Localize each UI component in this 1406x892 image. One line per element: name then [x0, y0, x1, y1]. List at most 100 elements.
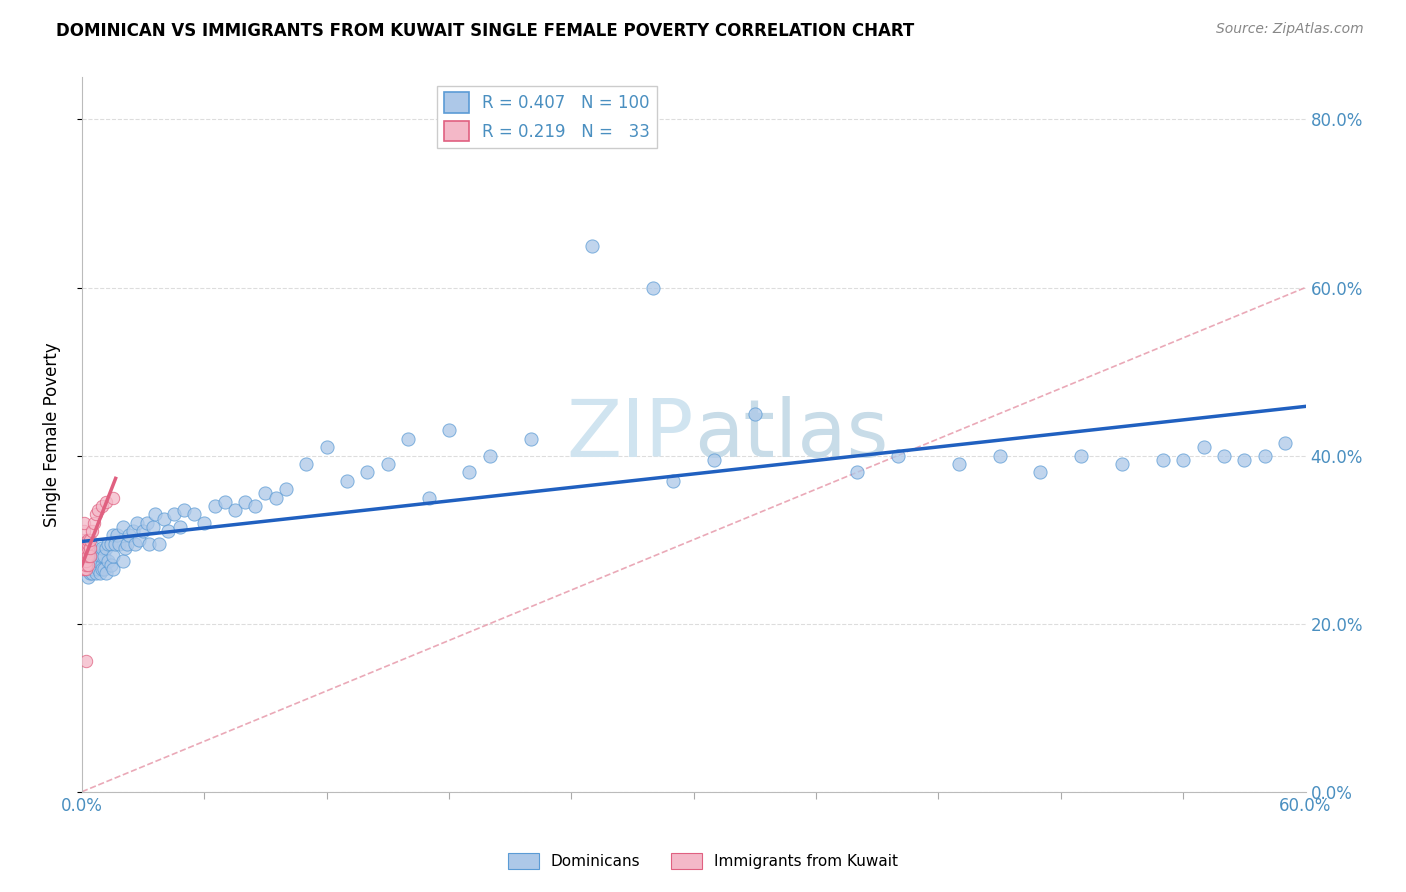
Point [84, 549, 107, 564]
Point [101, 562, 124, 576]
Point [82, 566, 104, 581]
Point [93, 562, 115, 576]
Point [183, 508, 205, 522]
Point [107, 537, 129, 551]
Point [79, 533, 101, 547]
Legend: Dominicans, Immigrants from Kuwait: Dominicans, Immigrants from Kuwait [502, 847, 904, 875]
Point [79, 549, 101, 564]
Point [73, 562, 96, 576]
Point [75, 545, 97, 559]
Point [418, 491, 440, 505]
Point [97, 553, 120, 567]
Point [437, 423, 460, 437]
Point [73, 553, 96, 567]
Point [886, 449, 908, 463]
Point [1192, 440, 1215, 454]
Y-axis label: Single Female Poverty: Single Female Poverty [44, 343, 60, 527]
Point [75, 558, 97, 572]
Point [125, 516, 148, 530]
Point [315, 440, 337, 454]
Point [145, 508, 167, 522]
Point [83, 558, 105, 572]
Point [124, 537, 146, 551]
Point [79, 566, 101, 581]
Point [1233, 452, 1256, 467]
Point [1029, 466, 1052, 480]
Point [75, 549, 97, 564]
Point [87, 503, 110, 517]
Point [84, 558, 107, 572]
Point [75, 541, 97, 555]
Point [703, 452, 725, 467]
Point [101, 528, 124, 542]
Point [169, 520, 191, 534]
Point [336, 474, 359, 488]
Point [75, 655, 97, 669]
Point [96, 566, 118, 581]
Point [1213, 449, 1236, 463]
Point [75, 562, 97, 576]
Point [83, 541, 105, 555]
Point [73, 533, 96, 547]
Point [132, 524, 155, 539]
Text: ZIP: ZIP [567, 395, 693, 474]
Point [581, 238, 603, 252]
Point [87, 553, 110, 567]
Point [79, 541, 101, 555]
Point [82, 524, 104, 539]
Point [87, 545, 110, 559]
Point [96, 541, 118, 555]
Point [264, 491, 287, 505]
Point [641, 280, 664, 294]
Point [73, 541, 96, 555]
Point [111, 520, 134, 534]
Point [91, 541, 114, 555]
Point [89, 566, 111, 581]
Point [111, 553, 134, 567]
Point [73, 558, 96, 572]
Point [84, 508, 107, 522]
Point [87, 562, 110, 576]
Point [148, 537, 170, 551]
Point [101, 491, 124, 505]
Point [458, 466, 481, 480]
Point [128, 533, 150, 547]
Point [163, 508, 186, 522]
Point [97, 537, 120, 551]
Point [122, 524, 145, 539]
Point [77, 549, 100, 564]
Point [138, 537, 160, 551]
Text: DOMINICAN VS IMMIGRANTS FROM KUWAIT SINGLE FEMALE POVERTY CORRELATION CHART: DOMINICAN VS IMMIGRANTS FROM KUWAIT SING… [56, 22, 914, 40]
Point [744, 407, 766, 421]
Point [79, 553, 101, 567]
Point [75, 537, 97, 551]
Point [114, 541, 136, 555]
Point [254, 486, 277, 500]
Point [91, 562, 114, 576]
Point [845, 466, 868, 480]
Point [396, 432, 419, 446]
Point [193, 516, 215, 530]
Point [224, 503, 246, 517]
Point [295, 457, 318, 471]
Point [356, 466, 378, 480]
Point [100, 537, 122, 551]
Point [136, 516, 159, 530]
Point [83, 516, 105, 530]
Point [948, 457, 970, 471]
Point [233, 495, 256, 509]
Point [83, 549, 105, 564]
Point [91, 549, 114, 564]
Point [103, 537, 125, 551]
Point [73, 516, 96, 530]
Point [82, 562, 104, 576]
Point [96, 495, 118, 509]
Point [77, 570, 100, 584]
Point [82, 545, 104, 559]
Point [204, 499, 226, 513]
Point [662, 474, 685, 488]
Point [73, 537, 96, 551]
Point [77, 558, 100, 572]
Point [142, 520, 165, 534]
Point [1254, 449, 1277, 463]
